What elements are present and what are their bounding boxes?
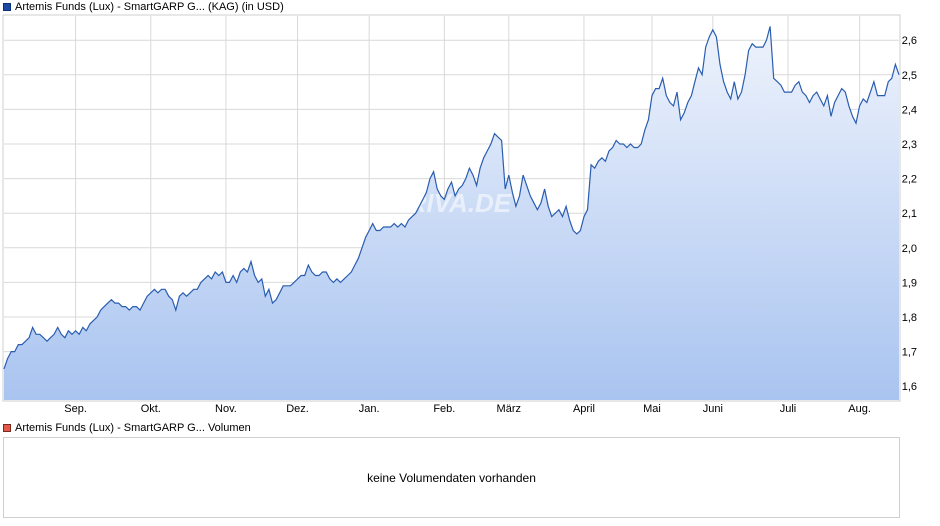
no-volume-message: keine Volumendaten vorhanden <box>367 471 536 485</box>
y-tick-label: 1,6 <box>902 381 917 393</box>
volume-legend-label: Artemis Funds (Lux) - SmartGARP G... Vol… <box>15 422 251 434</box>
x-axis-ticks: Sep. Okt. Nov. Dez. Jan. Feb. März April Mai Juni… <box>64 403 871 415</box>
y-tick-label: 1,9 <box>902 277 917 289</box>
x-tick-label: März <box>497 403 521 415</box>
price-series-line[interactable] <box>3 26 900 370</box>
price-area-fill <box>4 26 899 401</box>
y-tick-label: 2,6 <box>902 35 917 47</box>
x-tick-label: Juni <box>703 403 723 415</box>
watermark: ARIVA.DE <box>388 188 512 218</box>
y-tick-label: 2,3 <box>902 139 917 151</box>
volume-legend: Artemis Funds (Lux) - SmartGARP G... Vol… <box>3 421 251 435</box>
price-legend-label: Artemis Funds (Lux) - SmartGARP G... (KA… <box>15 1 284 13</box>
volume-legend-swatch <box>3 424 11 432</box>
x-tick-label: Juli <box>780 403 797 415</box>
volume-panel: keine Volumendaten vorhanden <box>3 437 900 518</box>
y-tick-label: 1,7 <box>902 347 917 359</box>
x-tick-label: Feb. <box>433 403 455 415</box>
watermark-text: ARIVA.DE <box>388 188 512 218</box>
x-tick-label: Aug. <box>848 403 871 415</box>
x-tick-label: Mai <box>643 403 661 415</box>
x-tick-label: Okt. <box>141 403 161 415</box>
y-tick-label: 2,2 <box>902 174 917 186</box>
y-tick-label: 2,0 <box>902 243 917 255</box>
price-legend-swatch <box>3 3 11 11</box>
y-tick-label: 2,1 <box>902 208 917 220</box>
x-tick-label: Nov. <box>215 403 237 415</box>
x-tick-label: Dez. <box>286 403 309 415</box>
y-tick-label: 2,5 <box>902 70 917 82</box>
y-axis-ticks: 1,6 1,7 1,8 1,9 2,0 2,1 2,2 2,3 2,4 2,5 2,6 <box>902 35 917 393</box>
price-legend: Artemis Funds (Lux) - SmartGARP G... (KA… <box>3 0 284 14</box>
x-tick-label: Jan. <box>359 403 380 415</box>
price-chart[interactable]: ARIVA.DE 1,6 1,7 1,8 1,9 2,0 2,1 2,2 2,3 2,4 2,5 2… <box>0 0 940 420</box>
x-tick-label: Sep. <box>64 403 87 415</box>
x-tick-label: April <box>573 403 595 415</box>
y-tick-label: 1,8 <box>902 312 917 324</box>
y-tick-label: 2,4 <box>902 104 917 116</box>
